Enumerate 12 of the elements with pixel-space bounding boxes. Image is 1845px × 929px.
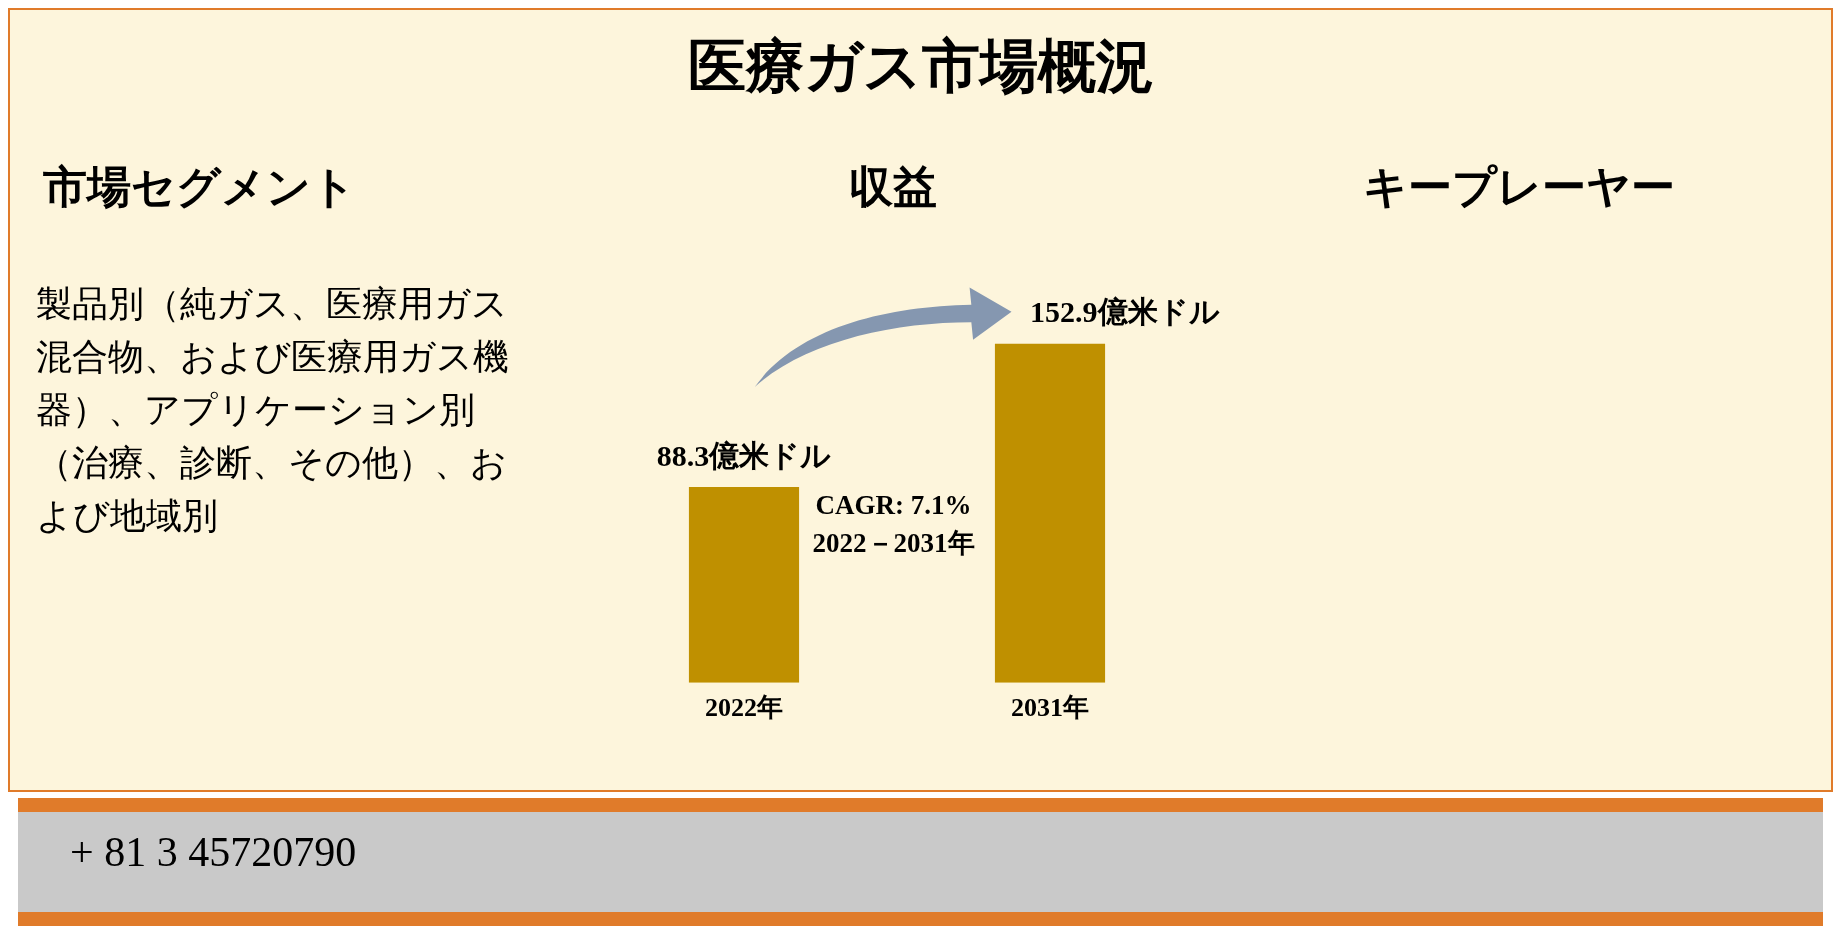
- annotation: CAGR: 7.1%: [814, 489, 973, 522]
- chart-title: 医療ガス市場概況: [686, 33, 1155, 101]
- data-label: 152.9億米ドル: [1030, 295, 1220, 329]
- text: 市場セグメント: [43, 162, 356, 214]
- annotation: 2022－2031年: [811, 527, 976, 560]
- x-tick-label: 2031年: [1011, 693, 1089, 723]
- text: + 81 3 45720790: [70, 828, 357, 876]
- text: 製品別（純ガス、医療用ガス混合物、および医療用ガス機器）、アプリケーション別（治療、診断、その他）、および地域別: [36, 283, 510, 538]
- x-tick-label: 2022年: [705, 693, 783, 723]
- data-label: 88.3億米ドル: [656, 438, 832, 472]
- chart-subtitle: 収益: [848, 162, 938, 214]
- text: キープレーヤー: [1363, 162, 1675, 214]
